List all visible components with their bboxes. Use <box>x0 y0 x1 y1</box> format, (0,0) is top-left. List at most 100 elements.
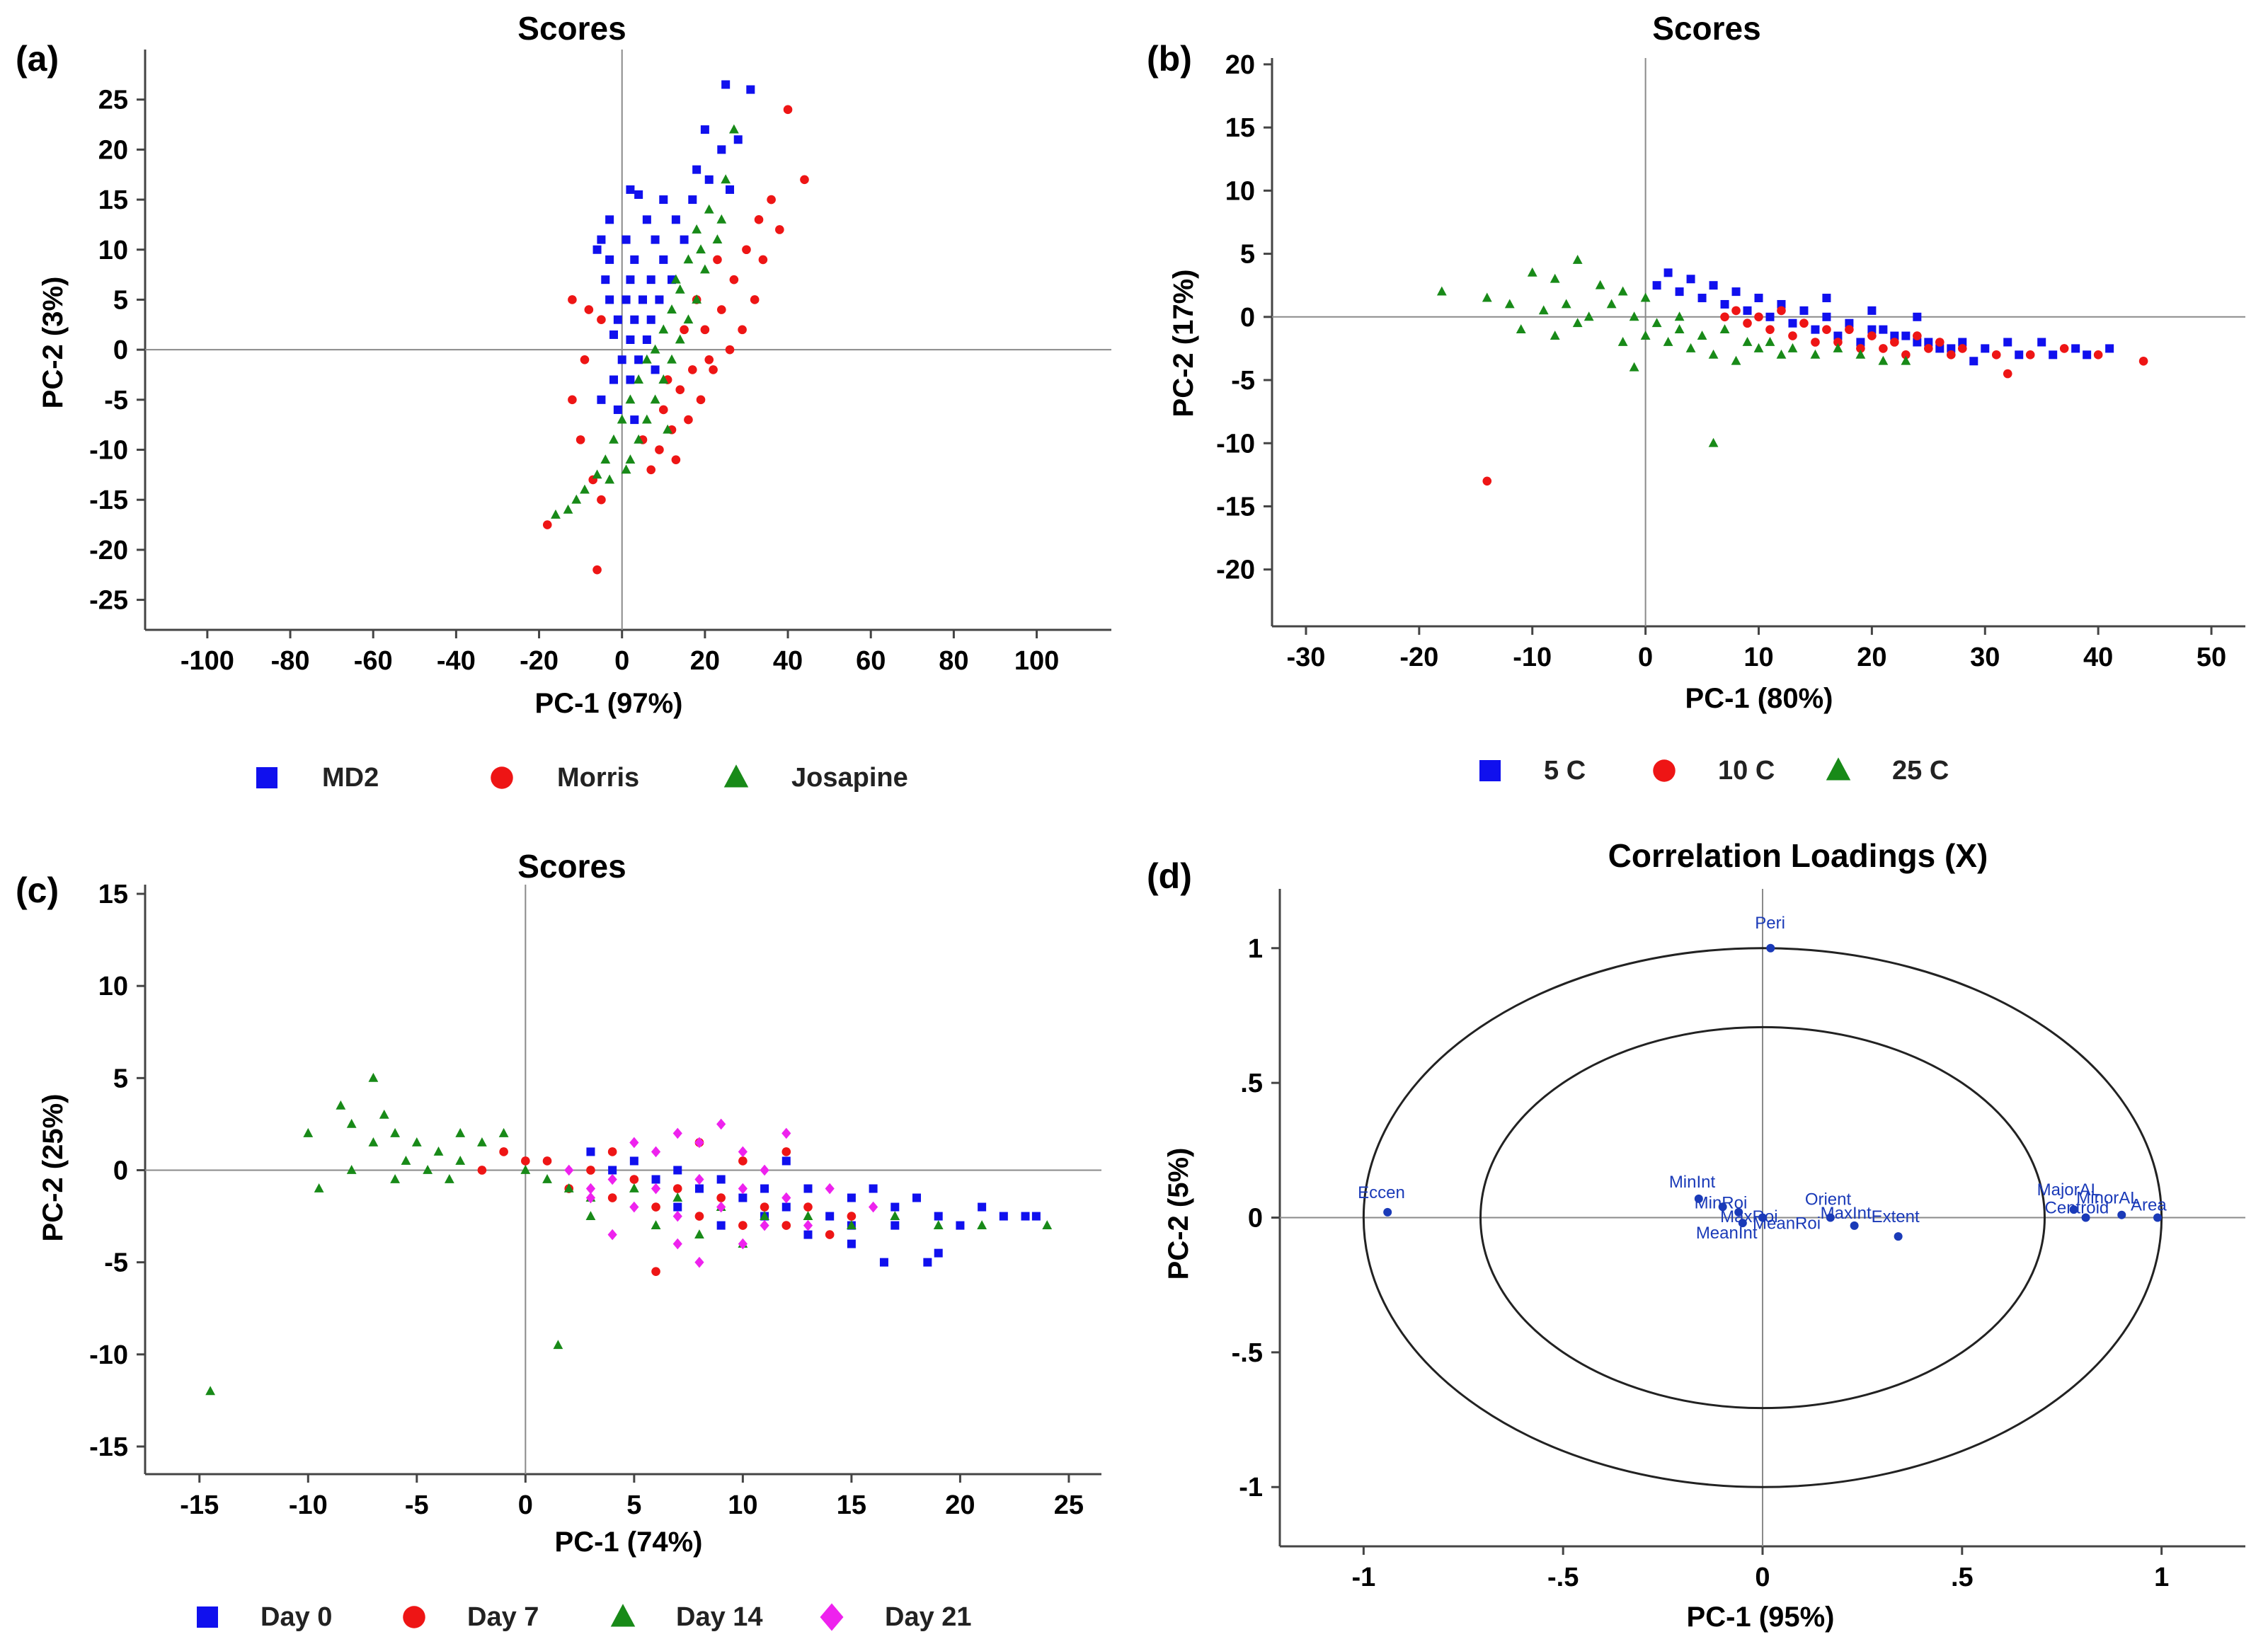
panel-c-ytick-label-1: -10 <box>89 1340 128 1370</box>
panel-c-series-0-point-1 <box>629 1156 638 1166</box>
panel-d-loading-label-13: Area <box>2131 1196 2167 1215</box>
panel-a-series-1-point-20 <box>671 455 681 464</box>
panel-c-series-0-point-23 <box>956 1221 965 1230</box>
panel-c-series-0-point-9 <box>978 1202 987 1212</box>
panel-a-legend-symbol-0 <box>256 767 277 788</box>
panel-c-series-2-point-18 <box>498 1127 509 1137</box>
panel-c-series-2-point-8 <box>390 1127 401 1137</box>
panel-c-series-2-point-16 <box>444 1174 454 1183</box>
panel-c-series-1-point-7 <box>847 1212 857 1221</box>
panel-a-series-2-point-3 <box>692 224 702 234</box>
panel-b-series-2-point-18 <box>1787 343 1798 352</box>
panel-b-series-0-point-18 <box>1833 331 1843 340</box>
panel-c-series-3-point-14 <box>651 1146 661 1158</box>
panel-c-series-1-point-3 <box>672 1184 682 1193</box>
panel-b-legend: 5 C 10 C 25 C <box>1479 756 1949 786</box>
panel-a-series-2-point-28 <box>571 494 582 504</box>
panel-b-series-2-point-33 <box>1776 349 1787 359</box>
panel-c-ytick-label-4: 5 <box>113 1064 128 1093</box>
panel-a-series-0-point-31 <box>613 315 622 324</box>
panel-a-series-1-point-32 <box>542 520 552 529</box>
panel-a-series-0-point-38 <box>634 355 643 364</box>
panel-c-series-2-point-4 <box>336 1100 346 1110</box>
panel-d-loading-label-11: Centroid <box>2045 1199 2109 1218</box>
panel-c-xtick-label-8: 25 <box>1054 1490 1084 1520</box>
panel-b-series-0-point-6 <box>1697 294 1707 303</box>
panel-b-ytick-label-5: 5 <box>1240 240 1255 270</box>
panel-a-xtick-label-4: -20 <box>520 646 559 676</box>
panel-c-legend-item-2: Day 14 <box>610 1602 763 1632</box>
panel-c-series-1-point-22 <box>738 1156 748 1166</box>
panel-a-series-2-point-29 <box>563 504 573 514</box>
panel-a-series-0-point-28 <box>622 295 631 304</box>
panel-a-series-1-point-27 <box>580 355 590 364</box>
panel-b-series-1-point-11 <box>1991 350 2001 360</box>
panel-c-legend-item-3: Day 21 <box>820 1602 972 1632</box>
panel-a-series-2-point-6 <box>699 264 710 274</box>
panel-a-ytick-label-6: 5 <box>113 285 128 315</box>
panel-d-xtick-label-0: -1 <box>1351 1563 1375 1592</box>
panel-a-series-1-point-23 <box>658 405 668 415</box>
panel-c-legend-symbol-0 <box>197 1606 218 1628</box>
panel-c-series-1 <box>477 1138 857 1276</box>
panel-c-series-3-point-1 <box>607 1173 617 1185</box>
panel-c-series-1-point-4 <box>716 1193 726 1202</box>
panel-b-series-2-point-30 <box>1629 362 1639 372</box>
panel-d-loading-label-6: MeanInt <box>1696 1224 1758 1243</box>
panel-d-loading-point-11 <box>2081 1213 2090 1222</box>
panel-a-series-2-point-16 <box>658 374 669 384</box>
panel-c-series-0-point-7 <box>890 1202 900 1212</box>
panel-b-series-2-point-19 <box>1810 349 1821 359</box>
panel-b-legend-label-1: 10 C <box>1718 756 1775 786</box>
panel-c: (c) Scores -15 -10 -5 0 5 10 15 20 25 -15 -10 -5 0 5 1… <box>16 848 1101 1632</box>
panel-b-xtick-label-6: 30 <box>1970 643 2000 672</box>
panel-a-series-1-point-2 <box>767 195 776 205</box>
panel-a-series-2-point-27 <box>580 484 590 494</box>
panel-c-series-3-point-13 <box>803 1219 813 1231</box>
panel-a-series-2-point-11 <box>658 324 669 334</box>
panel-a-xtick-label-7: 40 <box>773 646 803 676</box>
panel-c-series-1-point-0 <box>542 1156 552 1166</box>
panel-b-series-0-point-25 <box>1958 338 1967 347</box>
panel-a-series-2-point-19 <box>625 394 636 404</box>
panel-c-series-2-point-6 <box>368 1072 379 1082</box>
panel-c-series-0-point-20 <box>825 1212 835 1221</box>
panel-a-series-1-point-4 <box>775 225 784 234</box>
panel-a-series-2-point-22 <box>634 434 644 444</box>
panel-a-series-2-point-21 <box>617 414 627 424</box>
panel-b-series-0-point-14 <box>1788 318 1797 328</box>
panel-b-series-0-point-0 <box>1663 268 1673 277</box>
panel-a-series-2-point-14 <box>667 354 677 364</box>
panel-a-series-1-point-31 <box>597 495 606 505</box>
panel-c-series-0-point-30 <box>934 1248 943 1258</box>
panel-a-title: Scores <box>517 10 626 47</box>
panel-b-legend-symbol-1 <box>1653 759 1676 782</box>
panel-a-xlabel: PC-1 (97%) <box>535 688 683 719</box>
panel-a-series-2-point-34 <box>716 214 727 224</box>
panel-a-plot: -100 -80 -60 -40 -20 0 20 40 60 80 100-25-20-15-10… <box>89 50 1111 676</box>
panel-d-loading-label-2: MinInt <box>1669 1173 1716 1192</box>
panel-c-series-0-point-27 <box>673 1202 682 1212</box>
panel-b-legend-marker-0 <box>1479 760 1501 781</box>
panel-c-series-0-point-16 <box>738 1193 748 1202</box>
panel-d-loading-point-12 <box>2117 1210 2126 1219</box>
panel-b-series-0-point-5 <box>1731 287 1741 297</box>
panel-c-series-1-point-14 <box>825 1230 835 1239</box>
panel-c-series-0-point-3 <box>716 1175 726 1184</box>
panel-a-ytick-label-0: -25 <box>89 586 128 616</box>
panel-b-series-2-point-1 <box>1482 292 1492 302</box>
panel-c-xtick-label-3: 0 <box>518 1490 533 1520</box>
panel-b-ytick-label-0: -20 <box>1216 556 1255 585</box>
panel-b-series-1-point-22 <box>1879 344 1888 353</box>
panel-c-legend-item-1: Day 7 <box>403 1602 539 1632</box>
panel-b-series-0-point-24 <box>1901 331 1911 340</box>
panel-c-series-0-point-2 <box>673 1166 682 1175</box>
panel-d-loading-point-9 <box>1894 1232 1903 1241</box>
panel-a-series-2-point-12 <box>675 334 685 344</box>
panel-a-series-2-point-1 <box>721 174 731 184</box>
panel-a-series-2-point-36 <box>670 274 681 284</box>
panel-a-series-1-point-11 <box>700 325 710 335</box>
panel-b-series-2-point-39 <box>1572 318 1583 328</box>
panel-b-series-0-point-16 <box>1811 325 1820 334</box>
panel-c-series-3-point-20 <box>629 1137 639 1149</box>
